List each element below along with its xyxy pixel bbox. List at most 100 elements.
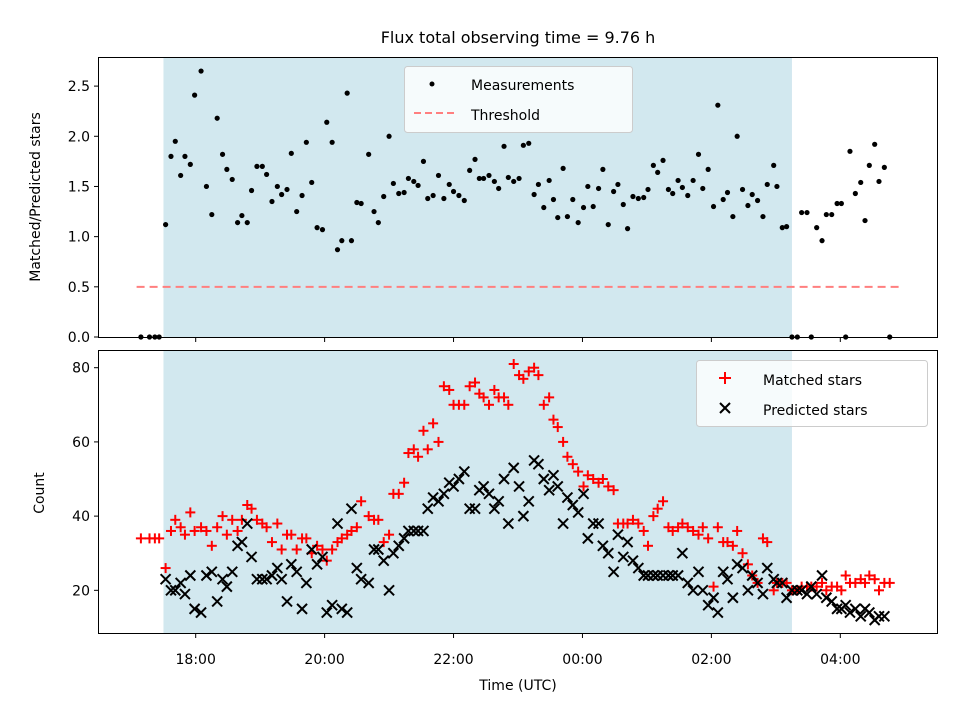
x-tick-label: 02:00 bbox=[691, 652, 731, 668]
measurement-point bbox=[595, 185, 602, 192]
measurement-point bbox=[505, 174, 511, 181]
x-tick-label: 18:00 bbox=[176, 652, 216, 668]
measurement-point bbox=[564, 213, 571, 220]
top-axes-frame bbox=[98, 57, 938, 338]
matched-star-point bbox=[276, 544, 287, 555]
matched-star-point bbox=[603, 481, 614, 492]
top-y-tick-label: 0.5 bbox=[68, 280, 90, 296]
measurement-point bbox=[535, 181, 542, 188]
predicted-star-point bbox=[672, 569, 684, 582]
measurement-point bbox=[396, 190, 402, 197]
bottom-y-axis-label: Count bbox=[32, 472, 48, 514]
measurement-point bbox=[420, 158, 427, 164]
predicted-star-point bbox=[697, 584, 709, 597]
measurement-point bbox=[224, 166, 230, 172]
matched-star-point bbox=[658, 496, 669, 507]
x-tick-label: 20:00 bbox=[304, 652, 344, 668]
matched-star-point bbox=[418, 425, 429, 436]
x-tick-label: 22:00 bbox=[433, 652, 473, 668]
measurement-point bbox=[366, 151, 372, 157]
matched-star-point bbox=[529, 362, 540, 373]
measurement-point bbox=[764, 181, 770, 188]
matched-star-point bbox=[873, 585, 884, 596]
predicted-star-point bbox=[184, 569, 197, 582]
predicted-star-point bbox=[816, 569, 828, 582]
matched-star-point bbox=[356, 496, 367, 507]
matched-star-point bbox=[413, 451, 424, 462]
predicted-star-point bbox=[878, 610, 891, 623]
predicted-star-point bbox=[717, 566, 729, 578]
matched-star-point bbox=[817, 577, 828, 588]
predicted-star-point bbox=[362, 577, 375, 589]
predicted-star-point bbox=[408, 525, 420, 537]
predicted-star-point bbox=[682, 577, 694, 589]
predicted-star-point bbox=[632, 562, 645, 574]
matched-star-point bbox=[538, 399, 549, 410]
measurement-point bbox=[344, 90, 350, 96]
matched-star-point bbox=[499, 392, 510, 403]
measurement-point bbox=[749, 191, 755, 198]
measurement-point bbox=[358, 200, 364, 207]
measurement-point bbox=[823, 211, 829, 218]
predicted-star-point bbox=[372, 543, 385, 556]
predicted-star-point bbox=[488, 502, 501, 515]
measurement-point bbox=[405, 175, 412, 182]
matched-star-point bbox=[811, 581, 822, 592]
matched-star-point bbox=[373, 514, 384, 525]
measurement-point bbox=[862, 217, 868, 224]
matched-star-point bbox=[251, 514, 262, 525]
matched-star-point bbox=[508, 358, 519, 369]
matched-star-point bbox=[682, 522, 693, 533]
measurement-point bbox=[611, 188, 617, 195]
bottom-y-ticks: 20 40 60 80 bbox=[72, 361, 99, 599]
measurement-point bbox=[294, 208, 300, 215]
matched-star-point bbox=[384, 529, 395, 540]
matched-star-point bbox=[588, 474, 599, 485]
matched-star-point bbox=[408, 444, 419, 455]
predicted-star-point bbox=[621, 536, 634, 548]
measurement-point bbox=[450, 188, 457, 195]
top-y-tick-label: 0.0 bbox=[68, 330, 90, 346]
measurement-point bbox=[550, 196, 557, 203]
measurement-point bbox=[834, 200, 840, 207]
predicted-star-point bbox=[383, 584, 395, 597]
predicted-star-point bbox=[761, 562, 773, 574]
measurement-point bbox=[520, 142, 526, 148]
predicted-star-point bbox=[498, 473, 510, 485]
bottom-x-ticks: 18:00 20:00 22:00 00:00 02:00 04:00 bbox=[176, 633, 860, 668]
measurement-point bbox=[679, 184, 685, 191]
measurement-point bbox=[446, 181, 452, 188]
measurement-point bbox=[390, 180, 396, 187]
predicted-star-point bbox=[281, 595, 293, 608]
measurement-point bbox=[516, 175, 522, 182]
predicted-star-point bbox=[607, 566, 620, 578]
matched-star-point bbox=[196, 522, 207, 533]
measurement-point bbox=[720, 196, 726, 203]
measurement-point bbox=[269, 198, 275, 205]
measurements-series bbox=[138, 68, 893, 340]
top-y-tick-label: 2.0 bbox=[68, 129, 90, 145]
measurement-point bbox=[467, 167, 473, 174]
predicted-star-point bbox=[316, 551, 329, 563]
predicted-star-point bbox=[731, 558, 743, 571]
matched-star-point bbox=[652, 503, 663, 514]
measurement-point bbox=[299, 192, 305, 199]
matched-star-point bbox=[483, 399, 494, 410]
measurement-point bbox=[314, 225, 320, 231]
predicted-star-point bbox=[393, 540, 405, 552]
predicted-star-point bbox=[216, 573, 229, 585]
matched-star-point bbox=[221, 529, 232, 540]
measurement-point bbox=[476, 175, 482, 182]
chart-title: Flux total observing time = 9.76 h bbox=[381, 28, 656, 47]
measurement-point bbox=[675, 177, 681, 184]
predicted-star-point bbox=[567, 499, 579, 511]
measurement-point bbox=[386, 133, 392, 139]
predicted-star-point bbox=[552, 480, 564, 493]
predicted-star-point bbox=[417, 525, 430, 537]
predicted-star-point bbox=[245, 551, 258, 563]
predicted-star-point bbox=[275, 573, 288, 585]
legend-measurements-marker bbox=[429, 81, 435, 87]
legend-predicted-marker bbox=[719, 402, 731, 414]
predicted-star-point bbox=[221, 580, 233, 593]
matched-star-point bbox=[135, 533, 146, 544]
